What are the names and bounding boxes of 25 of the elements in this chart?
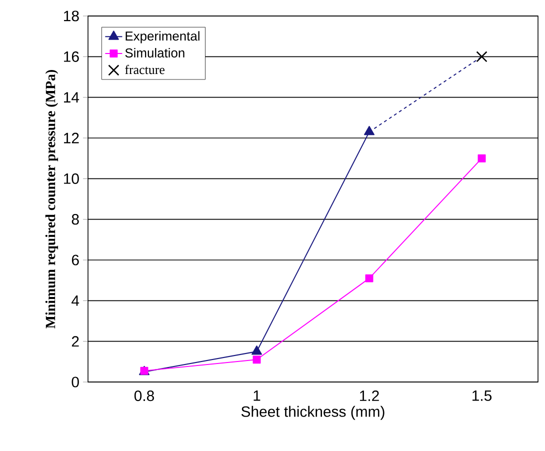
x-tick-label: 0.8: [134, 390, 154, 402]
legend-label: fracture: [125, 64, 164, 74]
x-tick-label: 1.5: [472, 390, 492, 401]
point: [476, 51, 488, 62]
y-tick-label: 8: [72, 214, 79, 225]
y-tick-label: 16: [64, 51, 79, 62]
x-tick-label: 1: [254, 390, 260, 401]
point: [252, 346, 262, 355]
y-tick-label: 2: [72, 336, 79, 347]
y-tick-label: 14: [64, 92, 80, 102]
y-axis-title: Minimum required counter pressure (MPa): [45, 70, 58, 328]
x-tick-label: 1.2: [360, 390, 379, 401]
y-tick-label: 6: [72, 254, 79, 266]
y-tick-label: 10: [64, 173, 79, 184]
y-tick-label: 12: [64, 132, 79, 144]
y-tick-label: 0: [72, 376, 79, 388]
y-tick-label: 18: [64, 10, 79, 22]
point: [478, 154, 486, 162]
point: [364, 126, 374, 136]
y-tick-label: 4: [72, 296, 80, 306]
x-axis-title: Sheet thickness (mm): [241, 406, 384, 420]
legend-label: Simulation: [125, 48, 184, 58]
legend-label: Experimental: [126, 31, 200, 44]
point: [365, 274, 374, 282]
point: [252, 356, 261, 364]
